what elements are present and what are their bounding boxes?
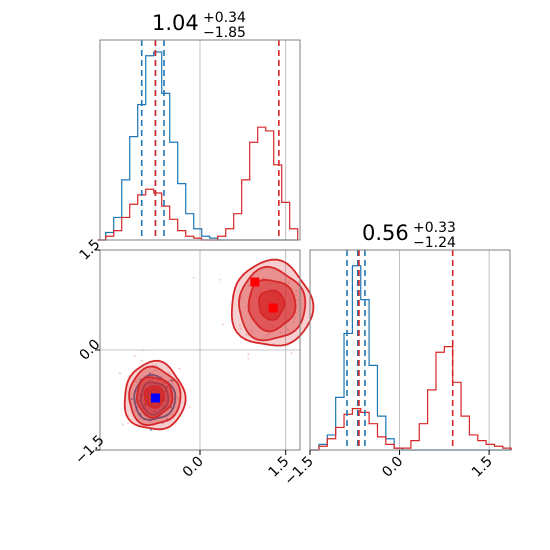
blue-histogram-step bbox=[97, 51, 298, 241]
sample-point bbox=[137, 418, 140, 421]
sample-point bbox=[171, 381, 174, 384]
sample-point bbox=[127, 421, 130, 424]
sample-point bbox=[148, 372, 152, 375]
sample-point bbox=[167, 371, 170, 374]
sample-point bbox=[238, 324, 242, 327]
sample-point bbox=[249, 332, 253, 335]
sample-point bbox=[247, 353, 250, 356]
sample-point bbox=[247, 357, 250, 360]
sample-point bbox=[286, 329, 290, 332]
sample-point bbox=[247, 284, 251, 287]
sample-point bbox=[118, 372, 122, 375]
best-fit-marker bbox=[150, 393, 160, 403]
sample-point bbox=[221, 323, 225, 326]
x-tick-label: 0.0 bbox=[379, 454, 406, 481]
sample-point bbox=[279, 331, 282, 334]
sample-point bbox=[262, 277, 265, 280]
red-histogram-step bbox=[310, 346, 512, 451]
marginal-histogram-param-2: −1.5 0.0 1.5 0.56 +0.33 −1.24 bbox=[281, 220, 512, 489]
best-fit-marker bbox=[268, 303, 278, 313]
sample-point bbox=[178, 367, 181, 370]
sample-point bbox=[295, 289, 298, 293]
sample-point bbox=[296, 299, 299, 302]
sample-point bbox=[133, 354, 136, 358]
title-param-2-lower: −1.24 bbox=[413, 235, 456, 251]
joint-contour-plot: 0.0 1.5−1.50.01.5 bbox=[72, 236, 315, 481]
title-param-1-upper: +0.34 bbox=[203, 10, 246, 26]
best-fit-marker bbox=[250, 277, 260, 287]
sample-point bbox=[239, 327, 242, 330]
blue-histogram-step bbox=[310, 265, 512, 451]
red-histogram-step bbox=[97, 126, 299, 241]
title-param-1: 1.04 bbox=[152, 11, 199, 35]
x-tick-label: 0.0 bbox=[180, 454, 207, 481]
sample-point bbox=[287, 281, 290, 284]
sample-point bbox=[188, 406, 191, 409]
sample-point bbox=[140, 359, 143, 362]
sample-point bbox=[177, 397, 180, 400]
sample-point bbox=[192, 276, 195, 279]
sample-point bbox=[135, 380, 138, 383]
sample-point bbox=[155, 364, 158, 367]
title-param-2-upper: +0.33 bbox=[413, 220, 456, 236]
sample-point bbox=[121, 423, 124, 426]
marginal-histogram-param-1: 1.04 +0.34 −1.85 bbox=[97, 10, 301, 241]
sample-point bbox=[151, 371, 154, 374]
sample-point bbox=[219, 278, 222, 281]
sample-point bbox=[294, 293, 298, 297]
sample-point bbox=[154, 369, 157, 372]
title-param-1-lower: −1.85 bbox=[203, 25, 246, 41]
sample-point bbox=[290, 352, 293, 355]
sample-point bbox=[130, 397, 133, 401]
sample-point bbox=[267, 332, 270, 335]
sample-point bbox=[169, 379, 173, 382]
sample-point bbox=[292, 321, 295, 324]
y-tick-label: 0.0 bbox=[76, 336, 103, 363]
x-tick-label: −1.5 bbox=[281, 454, 316, 489]
sample-point bbox=[245, 333, 248, 336]
sample-point bbox=[250, 329, 253, 332]
x-tick-label: 1.5 bbox=[469, 454, 496, 481]
sample-point bbox=[142, 348, 145, 352]
sample-point bbox=[294, 317, 297, 320]
title-param-2: 0.56 bbox=[362, 221, 409, 245]
sample-point bbox=[265, 334, 268, 337]
sample-point bbox=[134, 409, 137, 412]
